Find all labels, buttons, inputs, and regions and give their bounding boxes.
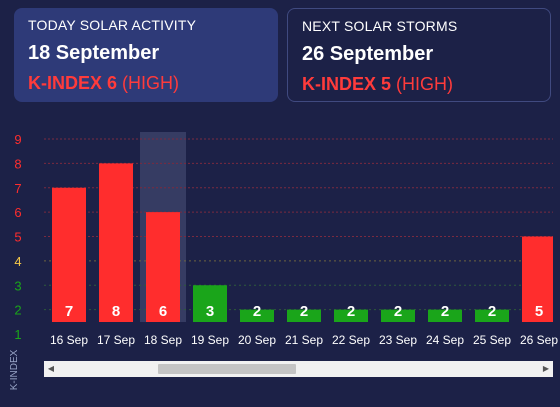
bar-20-sep <box>240 309 274 322</box>
bar-value-label: 8 <box>112 303 120 320</box>
bar-25-sep <box>475 309 509 322</box>
bar-value-label: 3 <box>206 303 214 320</box>
bar-value-label: 5 <box>535 303 543 320</box>
x-tick-label: 20 Sep <box>238 333 276 347</box>
bar-26-sep <box>522 236 553 322</box>
bar-24-sep <box>428 309 462 322</box>
bar-value-label: 2 <box>488 303 496 320</box>
bar-18-sep <box>146 212 180 322</box>
today-solar-activity-card: TODAY SOLAR ACTIVITY 18 September K-INDE… <box>14 8 278 102</box>
x-tick-label: 17 Sep <box>97 333 135 347</box>
y-tick-label-8: 8 <box>14 156 21 171</box>
x-tick-label: 22 Sep <box>332 333 370 347</box>
k-index-chart: 1 2 3 4 5 6 7 8 9 K-INDEX 7 16 Sep 8 17 Sep 6 18 Sep 3 19… <box>9 132 558 390</box>
bar-value-label: 2 <box>253 303 261 320</box>
bar-value-label: 2 <box>300 303 308 320</box>
scroll-left-arrow-icon[interactable]: ◀ <box>47 364 55 373</box>
scroll-thumb[interactable] <box>158 364 296 374</box>
bar-value-label: 7 <box>65 303 73 320</box>
next-kp: K-INDEX 5 (HIGH) <box>302 74 536 95</box>
x-tick-label: 19 Sep <box>191 333 229 347</box>
next-date: 26 September <box>302 43 434 65</box>
y-tick-label-2: 2 <box>14 303 21 318</box>
y-axis-title: K-INDEX <box>9 349 20 390</box>
y-tick-label-6: 6 <box>14 205 21 220</box>
y-tick-label-7: 7 <box>14 181 21 196</box>
bar-value-label: 2 <box>347 303 355 320</box>
bar-23-sep <box>381 309 415 322</box>
x-tick-label: 26 Sep <box>520 333 558 347</box>
x-tick-label: 25 Sep <box>473 333 511 347</box>
bar-17-sep <box>99 163 133 322</box>
chart-horizontal-scrollbar[interactable]: ◀ ▶ <box>44 361 553 377</box>
today-kp-label: K-INDEX 6 <box>28 73 118 93</box>
today-card-title: TODAY SOLAR ACTIVITY <box>28 17 197 33</box>
bar-22-sep <box>334 309 368 322</box>
bar-16-sep <box>52 187 86 322</box>
next-card-title: NEXT SOLAR STORMS <box>302 18 458 34</box>
next-solar-storms-card: NEXT SOLAR STORMS 26 September K-INDEX 5… <box>287 8 551 102</box>
bar-value-label: 2 <box>441 303 449 320</box>
y-tick-label-4: 4 <box>14 254 21 269</box>
y-tick-label-5: 5 <box>14 230 21 245</box>
x-tick-label: 21 Sep <box>285 333 323 347</box>
today-date: 18 September <box>28 42 160 64</box>
next-kp-level: (HIGH) <box>396 74 454 94</box>
y-tick-label-1: 1 <box>14 327 21 342</box>
x-tick-label: 24 Sep <box>426 333 464 347</box>
bar-value-label: 2 <box>394 303 402 320</box>
bar-21-sep <box>287 309 321 322</box>
x-tick-label: 16 Sep <box>50 333 88 347</box>
y-tick-label-3: 3 <box>14 278 21 293</box>
next-kp-label: K-INDEX 5 <box>302 74 392 94</box>
y-tick-label-9: 9 <box>14 132 21 147</box>
today-kp-level: (HIGH) <box>122 73 180 93</box>
x-tick-label: 18 Sep <box>144 333 182 347</box>
scroll-right-arrow-icon[interactable]: ▶ <box>542 364 550 373</box>
x-tick-label: 23 Sep <box>379 333 417 347</box>
bar-19-sep <box>193 285 227 322</box>
today-kp: K-INDEX 6 (HIGH) <box>28 73 264 94</box>
bar-value-label: 6 <box>159 303 167 320</box>
